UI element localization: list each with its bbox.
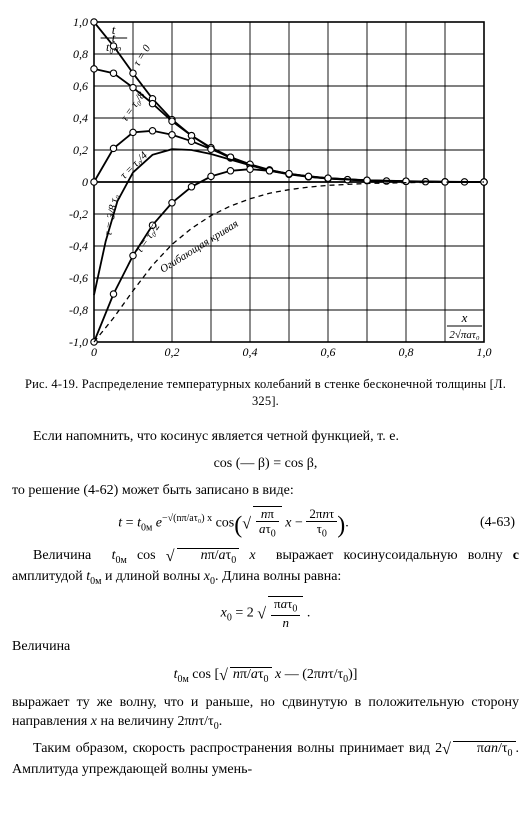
svg-text:2√πaτ₀: 2√πaτ₀ <box>449 329 479 341</box>
svg-text:-0,6: -0,6 <box>69 271 88 285</box>
para-5: Таким образом, скорость распространения … <box>12 739 519 779</box>
svg-text:-0,4: -0,4 <box>69 239 88 253</box>
svg-text:0,6: 0,6 <box>320 345 335 359</box>
svg-text:0: 0 <box>82 175 88 189</box>
svg-text:0,2: 0,2 <box>164 345 179 359</box>
svg-text:t: t <box>111 22 115 37</box>
chart-svg: 0 0,2 0,4 0,6 0,8 1,0 1,0 0,8 0,6 0,4 0,2 0 -0,2 -0,4… <box>36 10 496 370</box>
svg-text:x: x <box>460 310 467 325</box>
svg-text:0,4: 0,4 <box>242 345 257 359</box>
svg-text:1,0: 1,0 <box>73 15 88 29</box>
para-3: Величина <box>12 638 519 657</box>
para-1b: то решение (4-62) может быть записано в … <box>12 482 519 501</box>
svg-text:-0,2: -0,2 <box>69 207 88 221</box>
para-1a: Если напомнить, что косинус является чет… <box>12 428 519 447</box>
svg-text:0: 0 <box>91 345 97 359</box>
equation-cos-even: cos (— β) = cos β, <box>12 455 519 474</box>
svg-text:0,8: 0,8 <box>398 345 413 359</box>
para-4: выражает ту же волну, что и раньше, но с… <box>12 694 519 733</box>
figure-caption: Рис. 4-19. Распределение температурных к… <box>12 376 519 410</box>
svg-text:0,2: 0,2 <box>73 143 88 157</box>
equation-x0: x0 = 2 √ πaτ0n . <box>12 596 519 630</box>
equation-number: (4-63) <box>455 514 519 533</box>
equation-shifted-wave: t0м cos [√nπ/aτ0 x — (2πnτ/τ0)] <box>12 665 519 687</box>
figure-4-19: 0 0,2 0,4 0,6 0,8 1,0 1,0 0,8 0,6 0,4 0,2 0 -0,2 -0,4… <box>36 10 496 370</box>
equation-4-63: t = t0м e−√(nπ/aτ₀) x cos(√ nπaτ0 x − 2π… <box>12 506 519 540</box>
svg-text:0,4: 0,4 <box>73 111 88 125</box>
svg-text:1,0: 1,0 <box>476 345 491 359</box>
para-2: Величина t0м cos √nπ/aτ0 x выражает коси… <box>12 546 519 588</box>
svg-text:-1,0: -1,0 <box>69 335 88 349</box>
svg-text:0,6: 0,6 <box>73 79 88 93</box>
svg-text:0,8: 0,8 <box>73 47 88 61</box>
svg-text:-0,8: -0,8 <box>69 303 88 317</box>
